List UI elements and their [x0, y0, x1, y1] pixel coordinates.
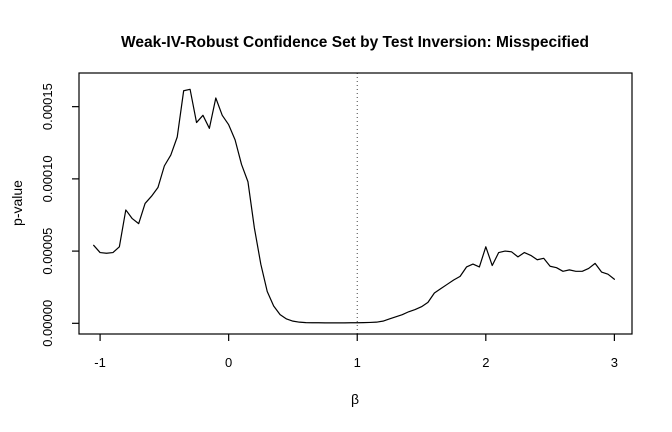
y-tick-label: 0.00015 [40, 83, 55, 130]
x-tick-label: -1 [94, 355, 106, 370]
y-axis-label: p-value [9, 180, 25, 226]
chart-title: Weak-IV-Robust Confidence Set by Test In… [121, 34, 589, 51]
x-axis-label: β [351, 391, 359, 407]
y-tick-label: 0.00010 [40, 155, 55, 202]
x-tick-label: 3 [611, 355, 618, 370]
y-tick-label: 0.00005 [40, 228, 55, 275]
pvalue-curve [93, 88, 615, 324]
y-tick-label: 0.00000 [40, 300, 55, 347]
x-tick-label: 2 [482, 355, 489, 370]
x-tick-label: 1 [354, 355, 361, 370]
plot-frame [78, 72, 633, 335]
plot-area: -1 0 1 2 3 0.00000 0.00005 0.00010 0.00015 [40, 72, 633, 370]
x-tick-label: 0 [225, 355, 232, 370]
